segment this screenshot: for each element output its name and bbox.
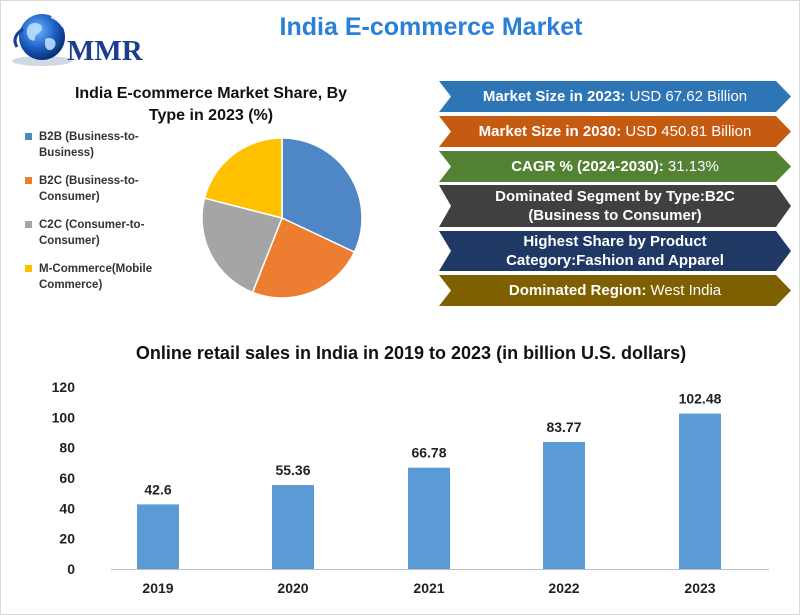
banner-shape	[439, 81, 791, 112]
pie-slice-b2b	[281, 137, 363, 254]
bar-value-label: 102.48	[679, 391, 722, 407]
legend-label-b2c-line1: B2C (Business-to-	[39, 175, 139, 187]
banner-dominated-segment: Dominated Segment by Type:B2C (Business t…	[439, 185, 791, 227]
banner-label: CAGR % (2024-2030):	[511, 158, 664, 175]
banner-highest-share: Highest Share by Product Category:Fashion…	[439, 231, 791, 271]
x-tick-label: 2021	[413, 580, 444, 596]
banner-label: Market Size in 2030:	[478, 123, 622, 140]
pie-legend: B2B (Business-to- Business) B2C (Busines…	[25, 129, 175, 305]
banner-value: (Business to Consumer)	[528, 207, 702, 224]
bar-value-label: 83.77	[546, 419, 581, 435]
banner-value: 31.13%	[663, 158, 719, 175]
banner-value: USD 67.62 Billion	[625, 88, 748, 105]
legend-item-b2c: B2C (Business-to- Consumer)	[25, 173, 175, 207]
bar-2021	[408, 467, 450, 569]
logo-text: MMR	[67, 35, 143, 67]
y-tick-label: 20	[59, 531, 75, 547]
pie-title-line1: India E-commerce Market Share, By	[74, 85, 348, 102]
page-title: India E-commerce Market	[279, 13, 583, 41]
legend-label-c2c-line2: Consumer)	[39, 235, 100, 247]
banner-shape	[439, 185, 791, 227]
legend-item-mcommerce: M-Commerce(Mobile Commerce)	[25, 261, 175, 295]
pie-slice-c2c	[201, 197, 284, 294]
banner-shape	[439, 275, 791, 306]
legend-swatch-b2b	[25, 133, 32, 140]
legend-item-b2b: B2B (Business-to- Business)	[25, 129, 175, 163]
bar-2022	[543, 441, 585, 569]
x-tick-label: 2023	[684, 580, 715, 596]
y-tick-label: 0	[67, 561, 75, 577]
banner-market-size-2023: Market Size in 2023: USD 67.62 Billion	[439, 81, 791, 112]
banner-shape	[439, 231, 791, 271]
pie-slice-mcommerce	[203, 137, 283, 219]
banner-label: Dominated Region:	[508, 282, 647, 299]
legend-label-c2c-line1: C2C (Consumer-to-	[39, 219, 145, 231]
banner-label: Highest Share by Product	[523, 233, 707, 250]
pie-chart	[201, 137, 363, 299]
banner-shape	[439, 116, 791, 147]
y-tick-label: 120	[52, 379, 76, 395]
globe-icon	[12, 14, 72, 66]
legend-label-b2b-line2: Business)	[39, 147, 94, 159]
bar-2023	[679, 413, 721, 569]
legend-label-b2c-line2: Consumer)	[39, 191, 100, 203]
mmr-logo: MMR	[9, 9, 169, 71]
y-tick-label: 40	[59, 500, 75, 516]
banner-shape	[439, 151, 791, 182]
bar-chart: 0 20 40 60 80 100 120 42.6 2019 55.36 2020 66.78 202…	[52, 379, 769, 596]
legend-swatch-mcommerce	[25, 265, 32, 272]
banner-label: Market Size in 2023:	[482, 88, 626, 105]
banner-value: West India	[646, 282, 722, 299]
legend-label-mcommerce-line1: M-Commerce(Mobile	[39, 263, 153, 275]
banner-market-size-2030: Market Size in 2030: USD 450.81 Billion	[439, 116, 791, 147]
y-tick-label: 100	[52, 409, 76, 425]
banner-dominated-region: Dominated Region: West India	[439, 275, 791, 306]
bar-value-label: 42.6	[144, 481, 171, 497]
legend-label-mcommerce-line2: Commerce)	[39, 279, 103, 291]
banner-label: Dominated Segment by Type:B2C	[495, 188, 735, 205]
x-tick-label: 2020	[277, 580, 308, 596]
banner-cagr: CAGR % (2024-2030): 31.13%	[439, 151, 791, 182]
pie-slice-b2c	[251, 216, 356, 299]
x-tick-label: 2022	[548, 580, 579, 596]
legend-label-b2b-line1: B2B (Business-to-	[39, 131, 139, 143]
bar-value-label: 66.78	[411, 445, 446, 461]
legend-swatch-c2c	[25, 221, 32, 228]
legend-swatch-b2c	[25, 177, 32, 184]
banner-value: USD 450.81 Billion	[621, 123, 752, 140]
y-tick-label: 80	[59, 440, 75, 456]
y-tick-label: 60	[59, 470, 75, 486]
pie-title-line2: Type in 2023 (%)	[148, 107, 274, 124]
bar-2020	[272, 485, 314, 569]
pie-chart-title: India E-commerce Market Share, By Type i…	[61, 83, 361, 127]
bar-value-label: 55.36	[275, 462, 310, 478]
bar-chart-title: Online retail sales in India in 2019 to …	[135, 343, 687, 363]
banner-value: Category:Fashion and Apparel	[506, 252, 724, 269]
x-tick-label: 2019	[142, 580, 173, 596]
bar-2019	[137, 504, 179, 569]
legend-item-c2c: C2C (Consumer-to- Consumer)	[25, 217, 175, 251]
